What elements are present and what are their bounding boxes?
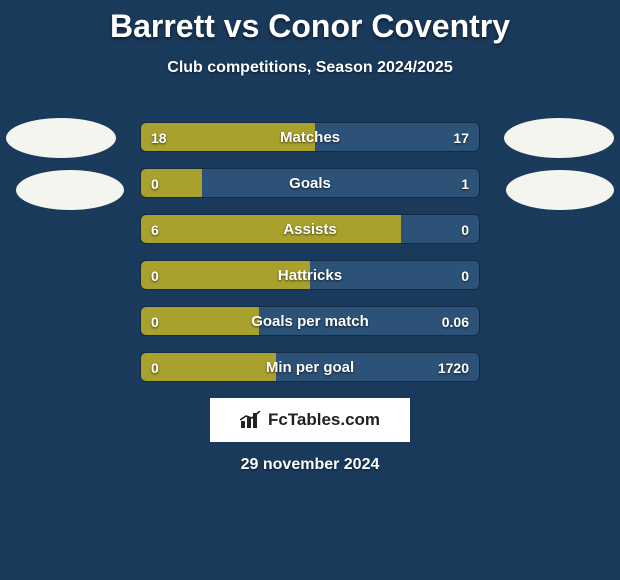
stats-bars: Matches1817 Goals01 Assists60 Hattricks00 Go… <box>140 122 480 398</box>
stat-bar-left <box>141 123 315 151</box>
stat-row: Goals01 <box>140 168 480 198</box>
stat-bar-right <box>259 307 479 335</box>
stat-bar-left <box>141 215 401 243</box>
stat-bar-right <box>401 215 479 243</box>
stat-bar-left <box>141 169 202 197</box>
stat-bar-right <box>310 261 479 289</box>
player-right-avatar-body <box>506 170 614 210</box>
stat-row: Goals per match00.06 <box>140 306 480 336</box>
date-label: 29 november 2024 <box>0 456 620 474</box>
stat-row: Assists60 <box>140 214 480 244</box>
stat-bar-left <box>141 307 259 335</box>
stat-bar-right <box>276 353 479 381</box>
stat-bar-left <box>141 261 310 289</box>
stat-bar-left <box>141 353 276 381</box>
subtitle: Club competitions, Season 2024/2025 <box>0 59 620 77</box>
player-left-avatar-head <box>6 118 116 158</box>
logo-box: FcTables.com <box>210 398 410 442</box>
logo-text: FcTables.com <box>268 410 380 430</box>
player-left-avatar-body <box>16 170 124 210</box>
stat-bar-right <box>315 123 479 151</box>
stat-row: Hattricks00 <box>140 260 480 290</box>
player-right-avatar-head <box>504 118 614 158</box>
page-title: Barrett vs Conor Coventry <box>0 0 620 45</box>
chart-icon <box>240 411 262 429</box>
stat-row: Min per goal01720 <box>140 352 480 382</box>
stat-row: Matches1817 <box>140 122 480 152</box>
stat-bar-right <box>202 169 479 197</box>
